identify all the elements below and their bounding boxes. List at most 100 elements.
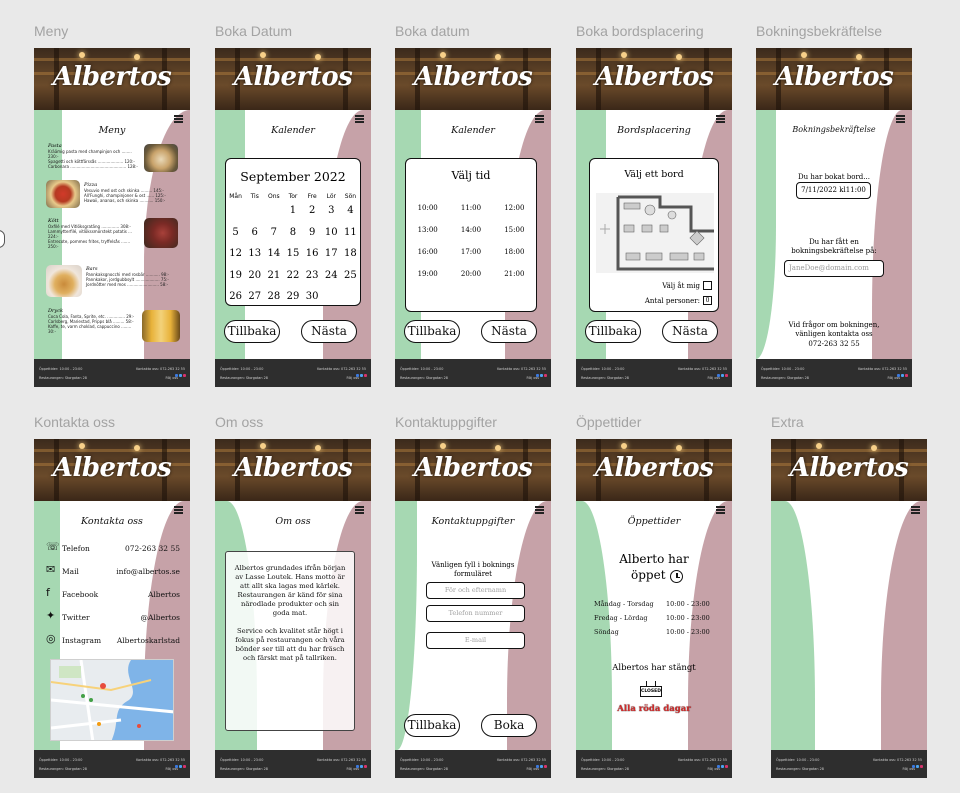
- calendar-day[interactable]: [226, 205, 245, 227]
- time-slot[interactable]: 12:00: [504, 204, 525, 212]
- next-button[interactable]: Nästa: [301, 320, 357, 343]
- calendar-day[interactable]: 1: [289, 205, 297, 216]
- calendar-day[interactable]: 6: [251, 226, 258, 238]
- brand-logo[interactable]: Albertos: [594, 62, 714, 92]
- menu-icon[interactable]: [174, 115, 183, 124]
- time-slot[interactable]: 16:00: [417, 248, 438, 256]
- calendar-days[interactable]: 1 2 3 4 5 6 7 8 9 10 11 12 13 14 15 16 17 18 19 20 21 22 23 24 2…: [226, 205, 360, 313]
- calendar-day[interactable]: 8: [289, 226, 297, 238]
- brand-logo[interactable]: Albertos: [413, 453, 533, 483]
- calendar-day[interactable]: [322, 291, 341, 313]
- calendar-day[interactable]: 13: [248, 248, 262, 259]
- calendar-day[interactable]: 15: [286, 248, 300, 259]
- phone-input[interactable]: Telefon nummer: [426, 605, 525, 622]
- calendar-day[interactable]: 26: [229, 291, 242, 302]
- frame-om-oss[interactable]: Albertos Om oss Albertos grundades ifrån…: [215, 439, 371, 778]
- time-slot[interactable]: 19:00: [417, 270, 438, 278]
- back-button[interactable]: Tillbaka: [585, 320, 641, 343]
- calendar-day[interactable]: 23: [305, 269, 319, 281]
- calendar-day[interactable]: [245, 205, 264, 227]
- map[interactable]: [50, 659, 174, 741]
- frame-kontaktuppgifter[interactable]: Albertos Kontaktuppgifter Vänligen fyll …: [395, 439, 551, 778]
- calendar-day[interactable]: 5: [232, 226, 239, 238]
- social-icons[interactable]: [717, 765, 728, 768]
- calendar-day[interactable]: 27: [248, 291, 262, 302]
- frame-boka-tid[interactable]: Albertos Kalender Välj tid 10:00 11:00 12:…: [395, 48, 551, 387]
- frame-title-oppettider[interactable]: Öppettider: [576, 414, 642, 430]
- frame-extra[interactable]: Albertos Öppettider: 10:00 - 23:00 Restau…: [771, 439, 927, 778]
- calendar-day[interactable]: 17: [324, 248, 338, 259]
- time-slot[interactable]: 10:00: [417, 204, 438, 212]
- floor-plan[interactable]: [596, 193, 714, 273]
- frame-title-om-oss[interactable]: Om oss: [215, 414, 264, 430]
- calendar-day[interactable]: [341, 291, 360, 313]
- contact-row[interactable]: ☏ Telefon 072-263 32 55: [46, 541, 180, 566]
- frame-bord[interactable]: Albertos Bordsplacering Välj ett bord: [576, 48, 732, 387]
- calendar-day[interactable]: 29: [286, 291, 300, 302]
- calendar-day[interactable]: 11: [344, 226, 357, 238]
- menu-icon[interactable]: [716, 506, 725, 515]
- brand-logo[interactable]: Albertos: [774, 62, 894, 92]
- social-icons[interactable]: [536, 765, 547, 768]
- contact-row[interactable]: ◎ Instagram Albertoskarlstad: [46, 633, 180, 658]
- contact-value[interactable]: 072-263 32 55: [124, 544, 180, 553]
- calendar-day[interactable]: 14: [267, 248, 281, 259]
- brand-logo[interactable]: Albertos: [233, 62, 353, 92]
- persons-field[interactable]: 0: [703, 296, 712, 305]
- brand-logo[interactable]: Albertos: [413, 62, 533, 92]
- contact-row[interactable]: f Facebook Albertos: [46, 587, 180, 612]
- social-icons[interactable]: [912, 765, 923, 768]
- frame-title-bekraftelse[interactable]: Bokningsbekräftelse: [756, 23, 883, 39]
- back-button[interactable]: Tillbaka: [404, 320, 460, 343]
- calendar-day[interactable]: 24: [324, 269, 338, 281]
- menu-icon[interactable]: [911, 506, 920, 515]
- frame-title-kontakta[interactable]: Kontakta oss: [34, 414, 115, 430]
- menu-icon[interactable]: [535, 115, 544, 124]
- calendar-day[interactable]: 9: [308, 226, 316, 238]
- contact-value[interactable]: info@albertos.se: [116, 567, 180, 576]
- calendar-day[interactable]: 20: [248, 269, 262, 281]
- calendar-day[interactable]: 7: [270, 226, 278, 238]
- time-slots[interactable]: 10:00 11:00 12:00 13:00 14:00 15:00 16:00 17:00…: [406, 204, 536, 292]
- time-slot[interactable]: 18:00: [504, 248, 525, 256]
- social-icons[interactable]: [175, 374, 186, 377]
- frame-title-extra[interactable]: Extra: [771, 414, 804, 430]
- next-button[interactable]: Nästa: [662, 320, 718, 343]
- contact-row[interactable]: ✦ Twitter @Albertos: [46, 610, 180, 635]
- book-button[interactable]: Boka: [481, 714, 537, 737]
- menu-icon[interactable]: [174, 506, 183, 515]
- social-icons[interactable]: [175, 765, 186, 768]
- frame-kontakta[interactable]: Albertos Kontakta oss ☏ Telefon 072-263 32…: [34, 439, 190, 778]
- pick-for-me-checkbox[interactable]: [703, 281, 712, 290]
- time-slot[interactable]: 15:00: [504, 226, 525, 234]
- calendar-day[interactable]: 3: [328, 205, 335, 216]
- calendar-day[interactable]: 12: [229, 248, 242, 259]
- next-button[interactable]: Nästa: [481, 320, 537, 343]
- contact-value[interactable]: Albertoskarlstad: [116, 636, 180, 645]
- email-field[interactable]: JaneDoe@domain.com: [784, 260, 884, 277]
- contact-value[interactable]: @Albertos: [140, 613, 180, 622]
- frame-title-boka-datum[interactable]: Boka Datum: [215, 23, 293, 39]
- brand-logo[interactable]: Albertos: [789, 453, 909, 483]
- time-slot[interactable]: 13:00: [417, 226, 438, 234]
- social-icons[interactable]: [356, 374, 367, 377]
- time-slot[interactable]: 11:00: [460, 204, 482, 212]
- calendar-day[interactable]: 30: [305, 291, 319, 302]
- calendar-day[interactable]: 18: [344, 248, 357, 259]
- contact-row[interactable]: ✉ Mail info@albertos.se: [46, 564, 180, 589]
- calendar-day[interactable]: 25: [344, 269, 357, 281]
- brand-logo[interactable]: Albertos: [233, 453, 353, 483]
- frame-bekraftelse[interactable]: Albertos Bokningsbekräftelse Du har boka…: [756, 48, 912, 387]
- menu-icon[interactable]: [716, 115, 725, 124]
- social-icons[interactable]: [717, 374, 728, 377]
- frame-title-meny[interactable]: Meny: [34, 23, 69, 39]
- email-input[interactable]: E-mail: [426, 632, 525, 649]
- social-icons[interactable]: [356, 765, 367, 768]
- brand-logo[interactable]: Albertos: [594, 453, 714, 483]
- calendar-day[interactable]: [264, 205, 283, 227]
- calendar-day[interactable]: 22: [286, 269, 300, 281]
- frame-boka-datum[interactable]: Albertos Kalender September 2022 Mån Tis O…: [215, 48, 371, 387]
- menu-icon[interactable]: [896, 115, 905, 124]
- brand-logo[interactable]: Albertos: [52, 62, 172, 92]
- calendar-day[interactable]: 2: [308, 205, 316, 216]
